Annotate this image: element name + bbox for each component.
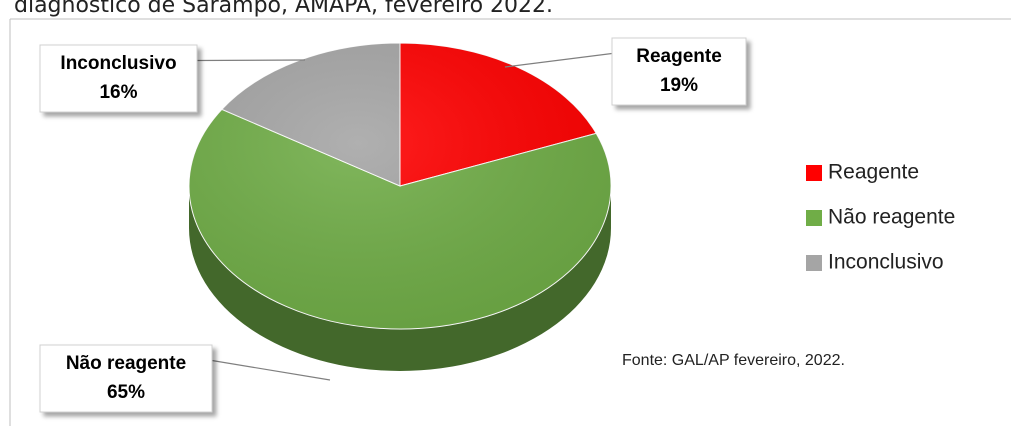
legend-swatch xyxy=(806,165,822,181)
pie-slice-side xyxy=(189,186,611,371)
leader-line xyxy=(196,59,306,62)
legend-label: Não reagente xyxy=(828,206,955,229)
label-box xyxy=(39,44,198,113)
data-label-name: Não reagente xyxy=(66,353,186,374)
data-label-value: 65% xyxy=(107,382,145,403)
data-label-name: Inconclusivo xyxy=(60,53,176,74)
legend-label: Inconclusivo xyxy=(828,251,944,274)
chart-title: diagnóstico de Sarampo, AMAPÁ, fevereiro… xyxy=(14,0,553,18)
legend-swatch xyxy=(806,210,822,226)
leader-line xyxy=(504,52,613,68)
pie-shading xyxy=(189,43,611,329)
label-box xyxy=(611,37,747,106)
legend-label: Reagente xyxy=(828,161,919,184)
label-box xyxy=(39,344,213,413)
data-label-name: Reagente xyxy=(636,46,722,67)
leader-line xyxy=(211,359,331,381)
data-label-value: 16% xyxy=(99,82,137,103)
legend-swatch xyxy=(806,255,822,271)
source-note: Fonte: GAL/AP fevereiro, 2022. xyxy=(622,352,845,369)
data-label-value: 19% xyxy=(660,75,698,96)
